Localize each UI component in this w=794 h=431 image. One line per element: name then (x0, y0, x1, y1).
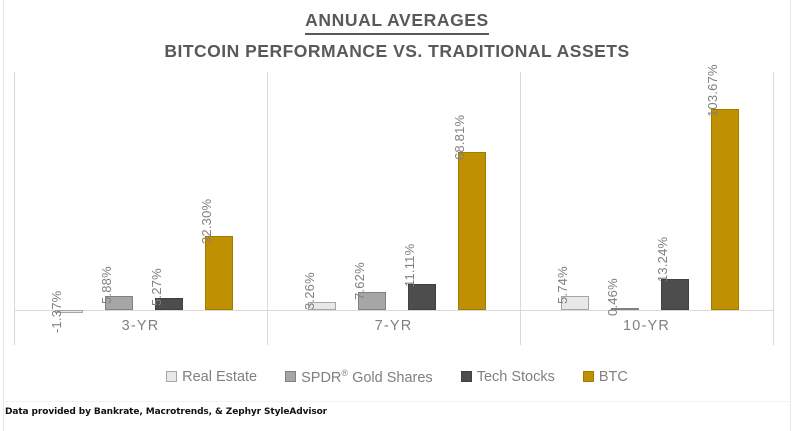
legend-label-gold: SPDR® Gold Shares (301, 368, 433, 386)
chart-title-secondary: BITCOIN PERFORMANCE VS. TRADITIONAL ASSE… (164, 41, 630, 61)
chart-title-primary: ANNUAL AVERAGES (305, 8, 489, 35)
bar-slot-3yr-gold: 5.88% (99, 72, 139, 345)
bar-value-label-7yr-real-estate: 3.26% (302, 272, 317, 310)
bar-slot-10yr-btc: 103.67% (705, 64, 745, 345)
legend-label-real-estate: Real Estate (182, 368, 258, 385)
legend-label-tech-stocks: Tech Stocks (476, 368, 555, 385)
category-label-7yr: 7-YR (374, 318, 413, 334)
bar-10yr-btc[interactable] (711, 109, 739, 310)
bar-7yr-tech[interactable] (408, 284, 436, 310)
chart-title-secondary-wrap: BITCOIN PERFORMANCE VS. TRADITIONAL ASSE… (0, 39, 794, 63)
bar-value-label-7yr-btc: 68.81% (452, 114, 467, 160)
bar-slot-3yr-tech: 5.27% (149, 72, 189, 345)
bar-7yr-real-estate[interactable] (308, 302, 336, 310)
bar-10yr-gold[interactable] (611, 308, 639, 310)
bar-value-label-7yr-tech: 11.11% (402, 243, 417, 287)
footnote-source-text: Data provided by Bankrate, Macrotrends, … (5, 407, 327, 417)
legend-swatch-icon-real-estate (166, 371, 178, 383)
bar-value-label-10yr-real-estate: 5.74% (555, 266, 570, 304)
legend-label-btc: BTC (598, 368, 628, 385)
legend-swatch-icon-gold (285, 371, 297, 383)
category-label-3yr: 3-YR (121, 318, 160, 334)
axis-line-right (773, 72, 774, 345)
legend-item-gold[interactable]: SPDR® Gold Shares (285, 368, 433, 386)
bar-value-label-3yr-gold: 5.88% (99, 266, 114, 304)
chart-frame-right-border (790, 0, 791, 431)
bar-slot-3yr-btc: 32.30% (199, 72, 239, 345)
bar-group-10yr: 5.74% 0.46% 13.24% 103.67% (520, 64, 773, 345)
bar-slot-10yr-real-estate: 5.74% (555, 72, 595, 345)
bar-value-label-7yr-gold: 7.62% (352, 262, 367, 300)
plot-area: -1.37% 5.88% 5.27% 32.30% 3.26% (14, 64, 774, 345)
bar-group-3yr: -1.37% 5.88% 5.27% 32.30% (14, 72, 267, 345)
bar-7yr-btc[interactable] (458, 152, 486, 310)
chart-frame-left-border (3, 0, 4, 431)
bar-10yr-tech[interactable] (661, 279, 689, 310)
bar-3yr-btc[interactable] (205, 236, 233, 310)
axis-baseline-zero (14, 310, 774, 311)
category-separator-2 (520, 72, 521, 345)
bar-value-label-10yr-btc: 103.67% (705, 64, 720, 117)
bar-3yr-real-estate[interactable] (55, 310, 83, 313)
bar-10yr-real-estate[interactable] (561, 296, 589, 310)
chart-legend: Real Estate SPDR® Gold Shares Tech Stock… (0, 368, 794, 386)
bar-3yr-gold[interactable] (105, 296, 133, 310)
bar-value-label-10yr-tech: 13.24% (655, 236, 670, 282)
bar-3yr-tech[interactable] (155, 298, 183, 310)
bar-7yr-gold[interactable] (358, 292, 386, 310)
bar-slot-7yr-btc: 68.81% (452, 72, 492, 345)
bar-slot-7yr-tech: 11.11% (402, 72, 442, 345)
legend-item-tech-stocks[interactable]: Tech Stocks (460, 368, 555, 385)
legend-swatch-icon-tech-stocks (460, 371, 472, 383)
bar-group-7yr: 3.26% 7.62% 11.11% 68.81% (267, 72, 520, 345)
legend-swatch-icon-btc (582, 371, 594, 383)
footnote-divider (3, 401, 791, 402)
bar-slot-7yr-gold: 7.62% (352, 72, 392, 345)
bar-slot-7yr-real-estate: 3.26% (302, 72, 342, 345)
category-separator-1 (267, 72, 268, 345)
bar-slot-3yr-real-estate: -1.37% (49, 72, 89, 345)
chart-title-block: ANNUAL AVERAGES BITCOIN PERFORMANCE VS. … (0, 8, 794, 63)
bar-slot-10yr-tech: 13.24% (655, 72, 695, 345)
bar-value-label-10yr-gold: 0.46% (605, 278, 620, 316)
bar-slot-10yr-gold: 0.46% (605, 72, 645, 345)
legend-item-real-estate[interactable]: Real Estate (166, 369, 257, 385)
bar-value-label-3yr-btc: 32.30% (199, 198, 214, 244)
category-label-10yr: 10-YR (622, 318, 671, 334)
axis-line-left (14, 72, 15, 345)
bar-value-label-3yr-tech: 5.27% (149, 268, 164, 306)
legend-item-btc[interactable]: BTC (582, 368, 628, 385)
